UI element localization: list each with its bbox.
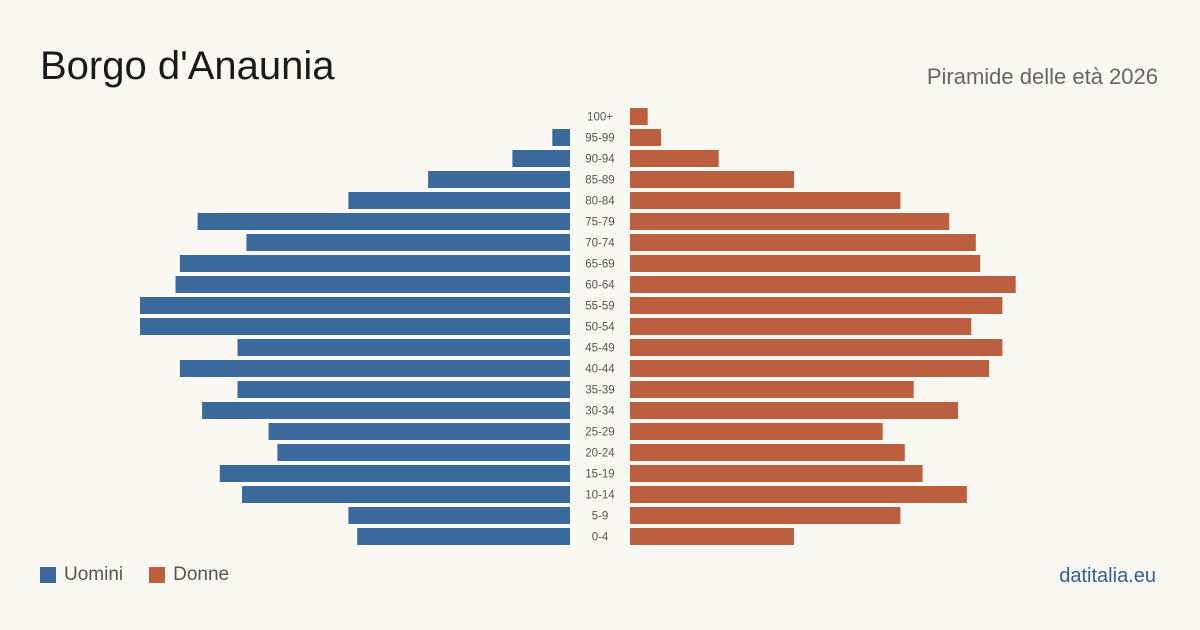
chart-subtitle: Piramide delle età 2026 <box>926 64 1158 89</box>
age-label-25-29: 25-29 <box>585 427 614 439</box>
age-label-10-14: 10-14 <box>585 490 615 502</box>
legend-item-male: Uomini <box>40 564 123 586</box>
bar-male-45-49 <box>237 339 570 356</box>
bar-male-50-54 <box>140 318 570 335</box>
age-label-5-9: 5-9 <box>592 511 609 523</box>
bar-male-95-99 <box>552 129 570 146</box>
legend-label-male: Uomini <box>64 564 124 585</box>
bar-female-75-79 <box>630 213 950 230</box>
bar-female-90-94 <box>630 150 719 167</box>
bar-male-90-94 <box>512 150 570 167</box>
age-label-85-89: 85-89 <box>585 175 614 187</box>
bar-male-75-79 <box>197 213 570 230</box>
bar-female-5-9 <box>630 507 901 524</box>
age-label-45-49: 45-49 <box>585 343 614 355</box>
bar-male-15-19 <box>219 465 571 482</box>
bar-female-55-59 <box>630 297 1003 314</box>
bar-male-60-64 <box>175 276 570 293</box>
bar-female-50-54 <box>630 318 972 335</box>
bar-female-15-19 <box>630 465 923 482</box>
age-label-20-24: 20-24 <box>585 448 615 460</box>
legend-label-female: Donne <box>173 564 230 585</box>
bar-female-100plus <box>630 108 648 125</box>
age-label-90-94: 90-94 <box>585 154 615 166</box>
bar-male-30-34 <box>202 402 570 419</box>
age-label-30-34: 30-34 <box>585 406 615 418</box>
bar-male-70-74 <box>246 234 570 251</box>
legend-swatch-male <box>40 567 56 583</box>
bar-female-40-44 <box>630 360 990 377</box>
source-link[interactable]: datitalia.eu <box>1059 565 1156 587</box>
bar-female-30-34 <box>630 402 958 419</box>
bar-male-20-24 <box>277 444 570 461</box>
legend-swatch-female <box>149 567 166 583</box>
bar-female-45-49 <box>630 339 1003 356</box>
bar-female-25-29 <box>630 423 883 440</box>
legend-item-female: Donne <box>149 564 229 586</box>
bar-male-65-69 <box>179 255 570 272</box>
bar-female-80-84 <box>630 192 901 209</box>
bar-female-65-69 <box>630 255 981 272</box>
age-label-60-64: 60-64 <box>585 280 615 292</box>
bar-male-0-4 <box>357 528 570 545</box>
bar-male-35-39 <box>237 381 570 398</box>
bar-female-60-64 <box>630 276 1016 293</box>
bar-female-85-89 <box>630 171 794 188</box>
age-label-80-84: 80-84 <box>585 196 615 208</box>
bar-female-70-74 <box>630 234 976 251</box>
age-label-0-4: 0-4 <box>592 532 609 544</box>
bar-male-85-89 <box>428 171 570 188</box>
bar-female-0-4 <box>630 528 794 545</box>
chart-title: Borgo d'Anaunia <box>40 44 335 88</box>
age-label-65-69: 65-69 <box>585 259 614 271</box>
age-label-95-99: 95-99 <box>585 133 614 145</box>
bar-male-10-14 <box>242 486 570 503</box>
bar-female-95-99 <box>630 129 661 146</box>
bar-male-80-84 <box>348 192 570 209</box>
age-label-70-74: 70-74 <box>585 238 615 250</box>
age-label-15-19: 15-19 <box>585 469 614 481</box>
age-label-75-79: 75-79 <box>585 217 614 229</box>
bar-female-35-39 <box>630 381 914 398</box>
age-label-40-44: 40-44 <box>585 364 615 376</box>
legend: Uomini Donne <box>40 564 255 586</box>
bar-male-40-44 <box>179 360 570 377</box>
age-label-100plus: 100+ <box>587 112 613 124</box>
bar-male-5-9 <box>348 507 570 524</box>
bar-female-10-14 <box>630 486 967 503</box>
age-label-35-39: 35-39 <box>585 385 614 397</box>
bar-male-25-29 <box>268 423 570 440</box>
bar-female-20-24 <box>630 444 905 461</box>
age-label-50-54: 50-54 <box>585 322 615 334</box>
bar-male-55-59 <box>140 297 570 314</box>
age-label-55-59: 55-59 <box>585 301 614 313</box>
